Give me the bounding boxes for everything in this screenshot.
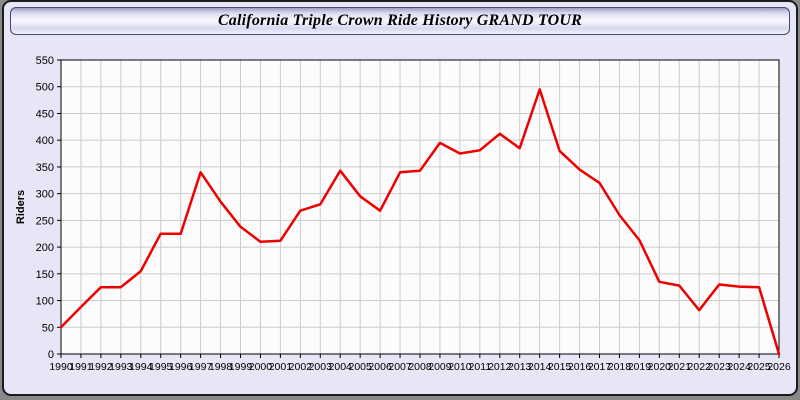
x-axis-label: 2014 [528,361,552,373]
x-axis-label: 1993 [109,361,133,373]
header-bar: California Triple Crown Ride History GRA… [10,7,790,35]
y-axis-label: 550 [36,55,54,67]
riders-line-series [59,88,781,356]
x-axis-label: 2024 [727,361,751,373]
x-axis-label: 1990 [49,361,73,373]
x-axis-label: 1997 [189,361,213,373]
x-axis-label: 2006 [368,361,392,373]
x-axis-label: 2010 [448,361,472,373]
y-axis-labels: 0 50 100 150 200 250 300 350 400 450 500 550 [36,55,54,361]
x-axis-label: 1995 [149,361,173,373]
gridlines [61,60,779,354]
y-axis-label: 250 [36,215,54,227]
y-axis-label: 500 [36,82,54,94]
x-axis-label: 2000 [249,361,273,373]
x-axis-label: 2013 [508,361,532,373]
x-axis-label: 2020 [648,361,672,373]
y-axis-label: 400 [36,135,54,147]
ride-history-chart: 0501001502002503003504004505005501990199… [15,55,791,373]
x-axis-label: 2011 [469,361,492,373]
x-axis-label: 2026 [767,361,791,373]
y-axis-label: 50 [42,322,54,334]
y-axis-label: 150 [36,269,54,281]
x-axis-label: 2021 [668,361,692,373]
x-axis-label: 2002 [289,361,313,373]
x-axis-label: 2023 [707,361,731,373]
y-axis-label: 200 [36,242,54,254]
x-axis-label: 2019 [628,361,652,373]
x-axis-label: 1996 [169,361,193,373]
x-axis-label: 2007 [388,361,412,373]
x-axis-label: 2016 [568,361,592,373]
x-axis-label: 2012 [488,361,512,373]
x-axis-label: 2018 [608,361,632,373]
x-axis-label: 2004 [329,361,353,373]
x-axis-label: 1998 [209,361,233,373]
y-axis-title: Riders [15,190,27,224]
x-axis-label: 2015 [548,361,572,373]
y-axis-label: 100 [36,296,54,308]
x-axis-label: 1994 [129,361,153,373]
x-axis-label: 2003 [309,361,333,373]
x-axis-labels: 1990199119921993199419951996199719981999… [49,361,791,373]
x-axis-label: 2009 [428,361,452,373]
x-axis-label: 1999 [229,361,253,373]
y-axis-label: 350 [36,162,54,174]
x-axis-label: 2022 [688,361,712,373]
y-axis-label: 0 [48,349,54,361]
y-axis-label: 450 [36,108,54,120]
x-axis-label: 2005 [348,361,372,373]
x-axis-label: 1992 [89,361,113,373]
page-title: California Triple Crown Ride History GRA… [217,12,583,29]
x-axis-label: 2001 [269,361,293,373]
x-axis-label: 2017 [588,361,612,373]
x-axis-label: 1991 [69,361,93,373]
y-axis-label: 300 [36,189,54,201]
x-axis-label: 2025 [747,361,771,373]
axis-ticks [57,59,780,358]
x-axis-label: 2008 [408,361,432,373]
